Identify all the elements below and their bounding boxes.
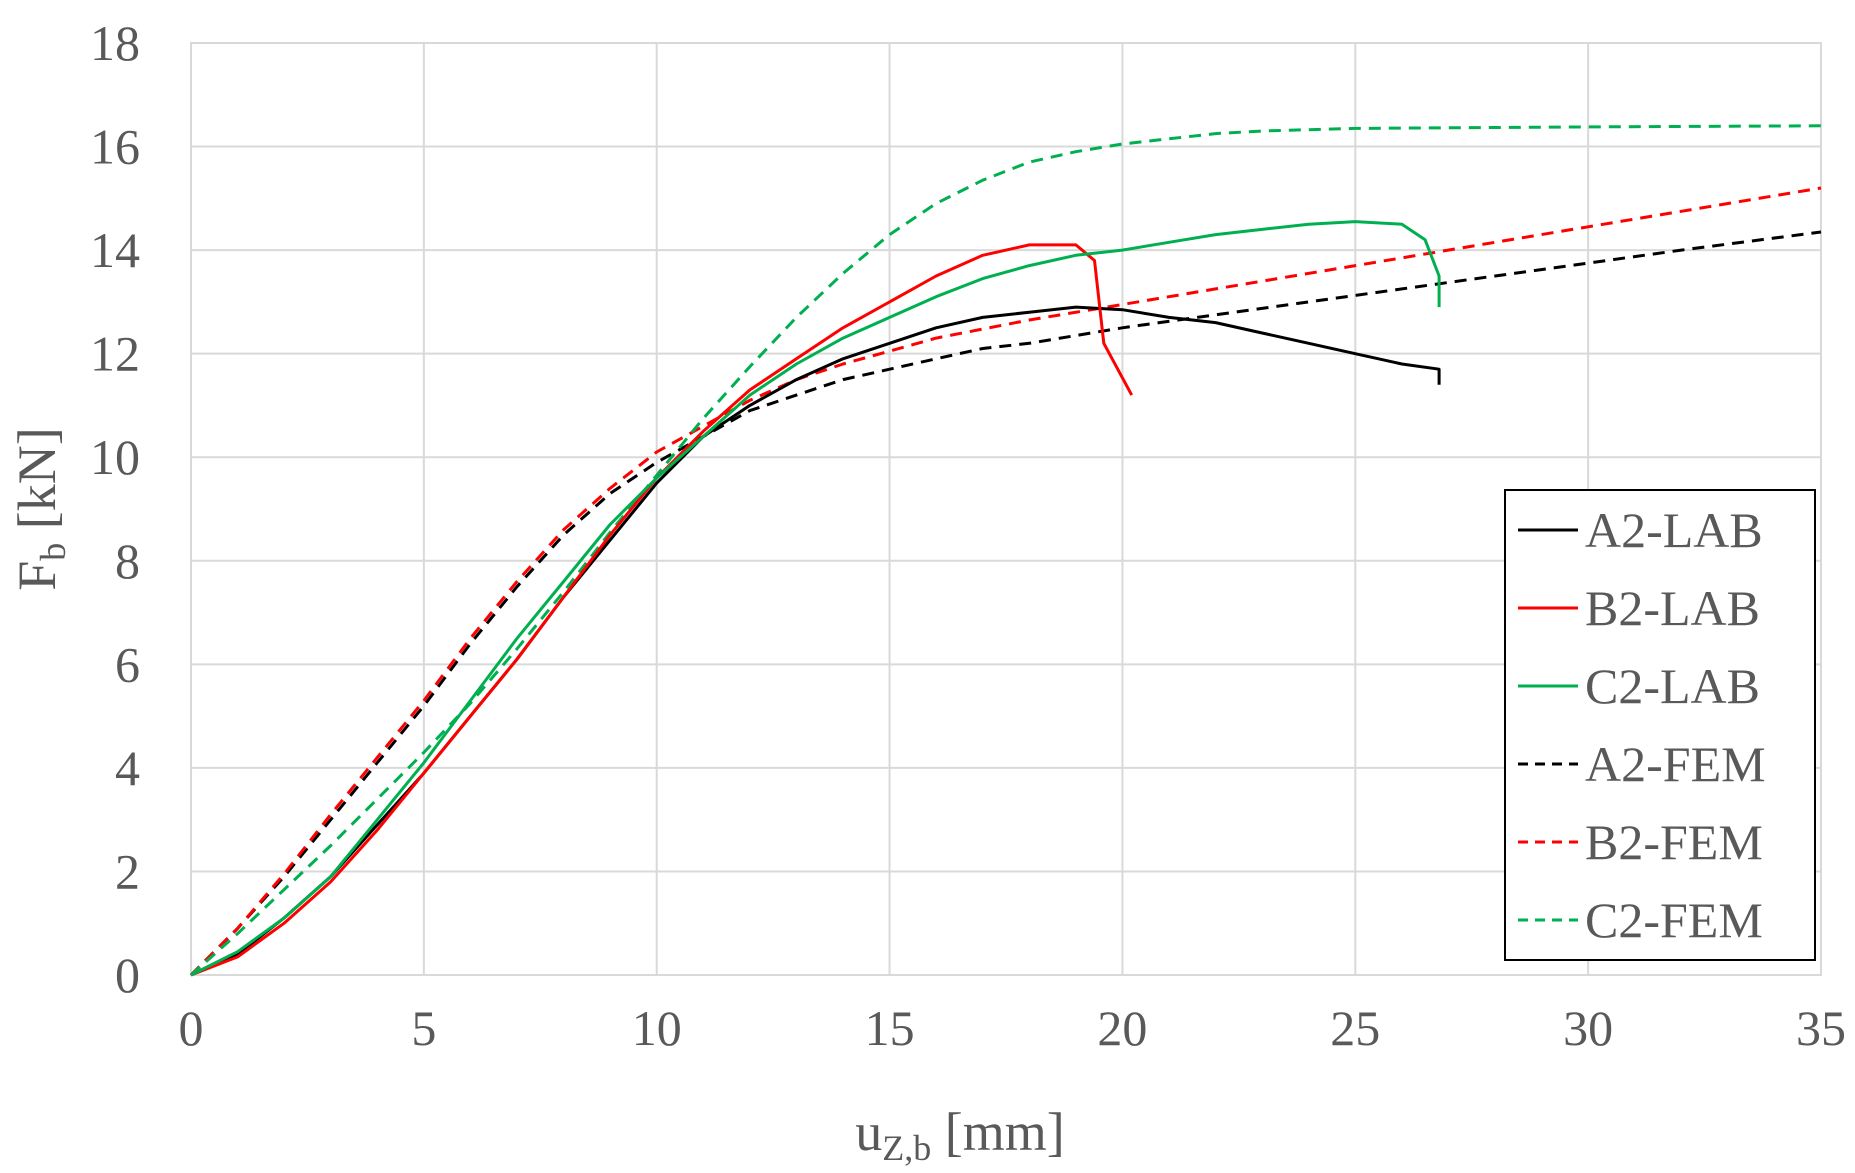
y-tick-label-6: 6: [115, 636, 140, 692]
legend-label-c2-fem: C2-FEM: [1585, 892, 1763, 948]
legend-box: [1504, 489, 1816, 961]
y-tick-label-0: 0: [115, 947, 140, 1003]
series-line-a2-fem: [189, 230, 1822, 977]
x-tick-label-20: 20: [1097, 1000, 1147, 1056]
series-line-b2-lab: [190, 243, 1134, 977]
x-tick-label-15: 15: [865, 1000, 915, 1056]
x-tick-label-25: 25: [1330, 1000, 1380, 1056]
y-tick-label-18: 18: [90, 15, 140, 71]
series-layer: [189, 124, 1822, 977]
x-tick-label-5: 5: [411, 1000, 436, 1056]
x-tick-label-10: 10: [632, 1000, 682, 1056]
y-axis-title: Fb [kN]: [7, 427, 73, 591]
y-tick-label-2: 2: [115, 843, 140, 899]
legend: A2-LAB B2-LAB C2-LAB A2-FEM B2-FEM C2-FEM: [1504, 489, 1816, 961]
x-tick-label-35: 35: [1796, 1000, 1846, 1056]
y-axis-title-unit: [kN]: [7, 427, 67, 542]
x-axis-title: uZ,b [mm]: [855, 1102, 1064, 1168]
x-tick-label-30: 30: [1563, 1000, 1613, 1056]
y-tick-label-8: 8: [115, 533, 140, 589]
x-axis-tick-labels: 0 5 10 15 20 25 30 35: [179, 1000, 1847, 1056]
x-axis-title-unit: [mm]: [931, 1102, 1064, 1162]
series-line-c2-lab: [190, 220, 1441, 977]
x-axis-title-subscript: Z,b: [882, 1128, 931, 1168]
legend-label-a2-lab: A2-LAB: [1585, 502, 1763, 558]
legend-label-b2-fem: B2-FEM: [1585, 814, 1763, 870]
y-tick-label-10: 10: [90, 429, 140, 485]
plot-area-border: [190, 42, 1822, 976]
series-line-b2-fem: [189, 186, 1822, 977]
y-tick-label-16: 16: [90, 119, 140, 175]
legend-label-b2-lab: B2-LAB: [1585, 580, 1760, 636]
y-tick-label-4: 4: [115, 740, 140, 796]
legend-label-c2-lab: C2-LAB: [1585, 658, 1760, 714]
series-line-c2-fem: [190, 124, 1822, 977]
y-tick-label-14: 14: [90, 222, 140, 278]
y-axis-tick-labels: 0 2 4 6 8 10 12 14 16 18: [90, 15, 140, 1003]
x-tick-label-0: 0: [179, 1000, 204, 1056]
y-axis-title-subscript: b: [33, 543, 73, 561]
y-tick-label-12: 12: [90, 326, 140, 382]
legend-label-a2-fem: A2-FEM: [1585, 736, 1766, 792]
